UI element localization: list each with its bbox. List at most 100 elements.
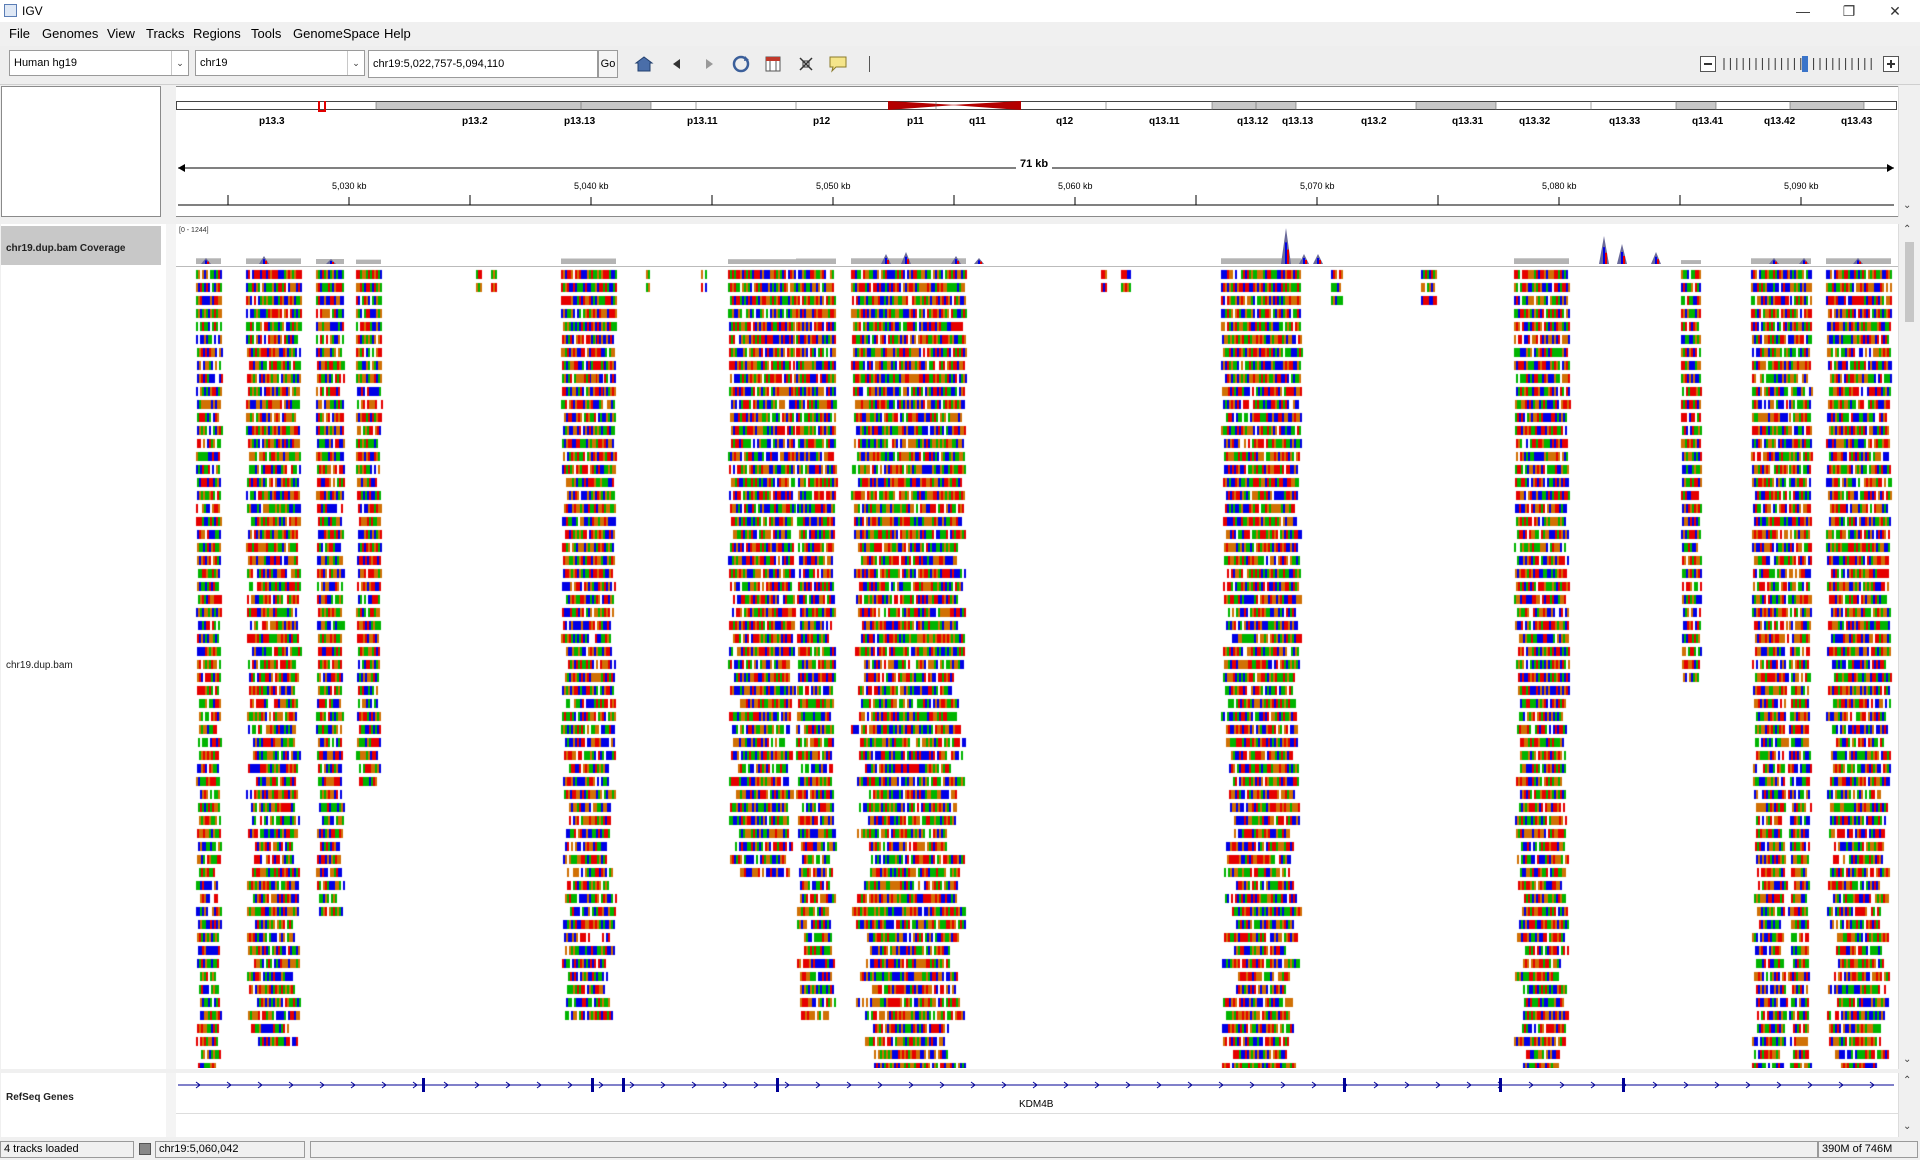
chromosome-ideogram[interactable]	[176, 101, 1898, 129]
status-tracks-loaded: 4 tracks loaded	[0, 1141, 134, 1158]
coverage-mismatch	[1857, 260, 1859, 264]
popup-info-icon[interactable]	[828, 54, 848, 74]
track-divider	[176, 266, 1898, 267]
header-scrollbar[interactable]: ⌄	[1898, 86, 1919, 217]
menu-regions[interactable]: Regions	[193, 26, 241, 41]
restore-button[interactable]: ❐	[1842, 2, 1856, 19]
gene-name-label: KDM4B	[1019, 1099, 1054, 1110]
coverage-mismatch	[980, 261, 982, 264]
menu-help[interactable]: Help	[384, 26, 411, 41]
coverage-mismatch	[907, 259, 909, 264]
menu-genomes[interactable]: Genomes	[42, 26, 99, 41]
alignment-reads[interactable]	[176, 268, 1898, 1068]
strand-arrow	[1652, 1081, 1658, 1089]
refseq-gene-kdm4b[interactable]	[176, 1073, 1898, 1113]
feature-name-panel: RefSeq Genes	[1, 1073, 167, 1137]
strand-arrow	[1218, 1081, 1224, 1089]
strand-arrow	[660, 1081, 666, 1089]
strand-arrow	[536, 1081, 542, 1089]
data-panel-scrollbar[interactable]: ⌃ ⌄	[1898, 224, 1919, 1069]
strand-arrow	[1001, 1081, 1007, 1089]
coverage-mismatch	[978, 260, 980, 264]
strand-arrow	[1559, 1081, 1565, 1089]
strand-arrow	[722, 1081, 728, 1089]
strand-arrow	[1683, 1081, 1689, 1089]
strand-arrow	[970, 1081, 976, 1089]
ruler-tick-labels: 5,030 kb 5,040 kb 5,050 kb 5,060 kb 5,07…	[176, 181, 1898, 195]
gene-exon	[1622, 1078, 1625, 1092]
refresh-icon[interactable]	[731, 54, 751, 74]
close-button[interactable]: ✕	[1889, 2, 1901, 19]
menu-tools[interactable]: Tools	[251, 26, 282, 41]
coverage-mismatch	[1803, 260, 1805, 264]
coverage-track-name-row[interactable]: chr19.dup.bam Coverage	[1, 226, 161, 265]
track-divider	[176, 1113, 1898, 1114]
region-of-interest-icon[interactable]	[763, 54, 783, 74]
coverage-range-label: [0 - 1244]	[179, 227, 209, 234]
forward-icon[interactable]	[699, 54, 719, 74]
go-button[interactable]: Go	[598, 50, 618, 78]
gene-exon	[1499, 1078, 1502, 1092]
menu-file[interactable]: File	[9, 26, 30, 41]
chevron-down-icon: ⌄	[347, 51, 364, 75]
coverage-track[interactable]	[176, 224, 1898, 266]
home-icon[interactable]	[634, 54, 654, 74]
feature-data-panel[interactable]: KDM4B	[176, 1073, 1898, 1137]
band-label: p13.3	[259, 116, 285, 127]
chromosome-select[interactable]: chr19 ⌄	[195, 50, 365, 76]
coverage-bar	[1514, 258, 1569, 264]
resize-to-window-icon[interactable]	[796, 54, 816, 74]
chevron-down-icon[interactable]: ⌄	[1903, 1121, 1912, 1132]
chevron-up-icon[interactable]: ⌃	[1903, 1075, 1912, 1086]
coverage-bar	[1788, 258, 1811, 264]
ideogram-band	[1790, 102, 1864, 109]
chevron-down-icon[interactable]: ⌄	[1903, 200, 1912, 211]
back-icon[interactable]	[667, 54, 687, 74]
coverage-mismatch	[1605, 252, 1607, 264]
scrollbar-thumb[interactable]	[1905, 242, 1914, 322]
minimize-button[interactable]: —	[1796, 3, 1810, 19]
strand-arrow	[257, 1081, 263, 1089]
coverage-mismatch	[885, 258, 887, 264]
strand-arrow	[288, 1081, 294, 1089]
menu-view[interactable]: View	[107, 26, 135, 41]
gene-exon	[422, 1078, 425, 1092]
feature-scrollbar[interactable]: ⌃ ⌄	[1898, 1073, 1919, 1137]
coverage-mismatch	[957, 260, 959, 264]
band-label: q13.32	[1519, 116, 1551, 127]
gene-exon	[591, 1078, 594, 1092]
band-label: q13.42	[1764, 116, 1796, 127]
band-label: q13.11	[1149, 116, 1180, 127]
chevron-down-icon[interactable]: ⌄	[1903, 1054, 1912, 1065]
ideogram-band	[1212, 102, 1296, 109]
menu-tracks[interactable]: Tracks	[146, 26, 185, 41]
genome-select[interactable]: Human hg19 ⌄	[9, 50, 189, 76]
band-label: q13.33	[1609, 116, 1641, 127]
alignment-data-panel[interactable]: [0 - 1244]	[176, 224, 1898, 1069]
ruler-tick-label: 5,030 kb	[332, 181, 367, 191]
band-label: q13.2	[1361, 116, 1387, 127]
zoom-out-icon[interactable]	[1700, 56, 1716, 72]
strand-arrow	[846, 1081, 852, 1089]
coverage-track-label: chr19.dup.bam Coverage	[6, 243, 126, 254]
strand-arrow	[1590, 1081, 1596, 1089]
strand-arrow	[443, 1081, 449, 1089]
locus-search-input[interactable]: chr19:5,022,757-5,094,110	[368, 50, 598, 78]
menu-genomespace[interactable]: GenomeSpace	[293, 26, 380, 41]
status-message	[310, 1141, 1818, 1158]
ruler-tick-label: 5,060 kb	[1058, 181, 1093, 191]
coverage-bar	[728, 259, 796, 264]
zoom-in-icon[interactable]	[1883, 56, 1899, 72]
coverage-mismatch	[205, 260, 207, 264]
attribute-panel	[166, 224, 176, 1069]
coverage-mismatch	[905, 256, 907, 264]
chevron-up-icon[interactable]: ⌃	[1903, 224, 1912, 235]
strand-arrow	[319, 1081, 325, 1089]
strand-arrow	[1094, 1081, 1100, 1089]
ruler-tick-label: 5,080 kb	[1542, 181, 1577, 191]
coverage-mismatch	[265, 260, 267, 264]
band-label: q13.31	[1452, 116, 1484, 127]
header-name-panel	[1, 86, 161, 217]
zoom-slider[interactable]	[1720, 54, 1880, 74]
chromosome-select-value: chr19	[200, 57, 228, 69]
